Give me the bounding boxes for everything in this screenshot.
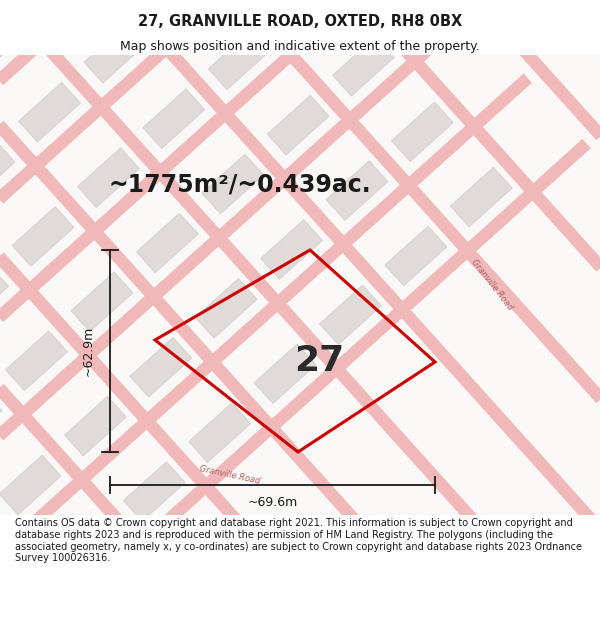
Text: ~1775m²/~0.439ac.: ~1775m²/~0.439ac. [109,173,371,197]
Polygon shape [451,168,512,227]
Text: Granville Road: Granville Road [469,258,515,312]
Polygon shape [0,266,8,325]
Polygon shape [0,455,61,515]
Polygon shape [71,272,133,332]
Polygon shape [332,36,394,96]
Polygon shape [124,462,185,521]
Polygon shape [143,89,205,149]
Polygon shape [254,344,316,404]
Polygon shape [326,161,388,221]
Polygon shape [0,390,2,449]
Polygon shape [12,207,74,266]
Polygon shape [84,24,146,83]
Polygon shape [136,213,198,272]
Polygon shape [260,219,323,279]
Text: ~62.9m: ~62.9m [82,326,95,376]
Text: Granville Road: Granville Road [199,464,261,486]
Polygon shape [77,148,139,208]
Polygon shape [5,331,67,391]
Polygon shape [391,102,453,161]
Text: Map shows position and indicative extent of the property.: Map shows position and indicative extent… [120,39,480,52]
Polygon shape [130,338,192,397]
Text: ~69.6m: ~69.6m [247,496,298,509]
Polygon shape [202,154,263,214]
Polygon shape [208,30,270,89]
Polygon shape [320,285,382,344]
Text: 27, GRANVILLE ROAD, OXTED, RH8 0BX: 27, GRANVILLE ROAD, OXTED, RH8 0BX [138,14,462,29]
Polygon shape [58,521,120,580]
Polygon shape [0,141,15,201]
Text: Contains OS data © Crown copyright and database right 2021. This information is : Contains OS data © Crown copyright and d… [15,518,582,563]
Polygon shape [0,17,22,77]
Polygon shape [267,96,329,155]
Text: 27: 27 [295,344,344,378]
Polygon shape [64,396,127,456]
Polygon shape [19,82,80,142]
Polygon shape [385,226,447,286]
Polygon shape [189,403,251,462]
Polygon shape [195,279,257,338]
